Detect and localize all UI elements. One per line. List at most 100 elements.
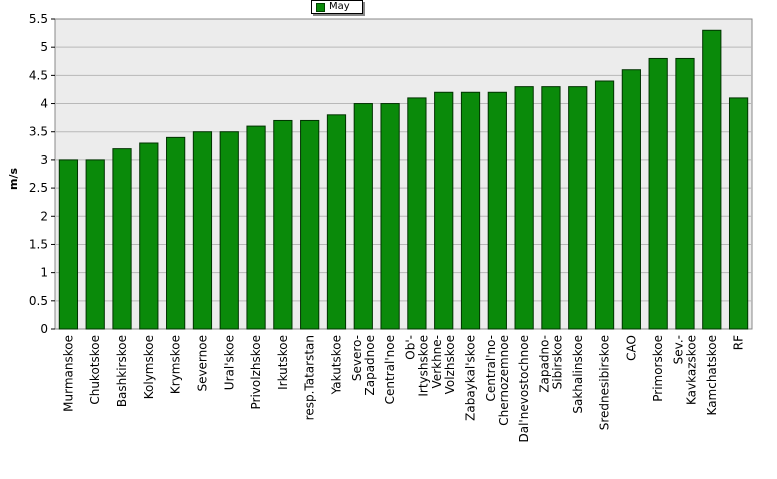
x-tick-label: Sev.-Kavkazskoe	[671, 335, 698, 405]
bar	[514, 86, 534, 330]
x-tick-label: Yakutskoe	[329, 335, 343, 395]
x-tick-label-line: Central'noe	[383, 335, 397, 404]
bar	[434, 91, 454, 330]
x-tick-label: resp.Tatarstan	[303, 335, 317, 420]
bar	[273, 119, 293, 330]
x-tick-label-line: Murmanskoe	[61, 335, 75, 412]
x-tick-label-line: Severo-	[350, 335, 364, 381]
bar	[353, 103, 373, 330]
x-tick-label: Central'no-Chernozemnoe	[484, 335, 511, 426]
y-tick-label: 1	[40, 266, 48, 280]
x-tick-label-line: Kavkazskoe	[684, 335, 698, 405]
x-tick-label-line: Irkutskoe	[276, 335, 290, 390]
x-tick-label: Verkhne-Volzhskoe	[430, 335, 457, 394]
x-tick-label-line: Bashkirskoe	[115, 335, 129, 407]
x-tick-label: Severo-Zapadnoe	[350, 335, 377, 396]
y-tick-label: 2	[40, 209, 48, 223]
bar	[166, 136, 186, 330]
x-tick-label-line: Ob'-	[403, 335, 417, 360]
x-tick-label-line: Chernozemnoe	[497, 335, 511, 426]
y-tick-label: 5	[40, 40, 48, 54]
bar	[487, 91, 507, 330]
x-tick-label: Srednesibirskoe	[598, 335, 612, 430]
x-tick-label-line: Kolymskoe	[142, 335, 156, 399]
x-tick-label-line: Srednesibirskoe	[598, 335, 612, 430]
x-tick-label: Dal'nevostochnoe	[517, 335, 531, 443]
bar	[728, 97, 749, 330]
x-tick-label-line: resp.Tatarstan	[303, 335, 317, 420]
x-tick-label-line: Sev.-	[671, 335, 685, 364]
bar	[460, 91, 481, 330]
bar	[594, 80, 615, 330]
bar	[621, 69, 641, 330]
x-tick-label-line: Verkhne-	[430, 335, 444, 388]
x-tick-label-line: Central'no-	[484, 335, 498, 402]
y-tick-label: 0	[40, 322, 48, 336]
bar	[648, 57, 668, 330]
bar	[219, 131, 239, 330]
bar	[568, 86, 588, 330]
x-tick-label: Sakhalinskoe	[571, 335, 585, 414]
y-tick-label: 5.5	[29, 12, 48, 26]
bar	[675, 57, 695, 330]
bar	[541, 86, 561, 330]
x-tick-label: Zapadno-Sibirskoe	[537, 335, 564, 393]
bar	[139, 142, 159, 330]
legend-swatch	[316, 2, 325, 12]
bar	[380, 103, 400, 330]
x-tick-label: Irkutskoe	[276, 335, 290, 390]
bar	[192, 131, 213, 330]
x-tick-label-line: Zapadno-	[537, 335, 551, 393]
y-tick-label: 4.5	[29, 68, 48, 82]
x-tick-label-line: Privolzhskoe	[249, 335, 263, 409]
x-tick-label-line: Dal'nevostochnoe	[517, 335, 531, 443]
bar	[246, 125, 266, 330]
x-tick-label: Murmanskoe	[61, 335, 75, 412]
x-tick-label: Privolzhskoe	[249, 335, 263, 409]
x-tick-label: Zabaykal'skoe	[464, 335, 478, 421]
x-tick-label: Central'noe	[383, 335, 397, 404]
legend-label: May	[329, 1, 350, 12]
x-tick-label-line: Sibirskoe	[550, 335, 564, 389]
bar	[300, 119, 320, 330]
bar	[85, 159, 105, 330]
y-tick-label: 1.5	[29, 237, 48, 251]
x-tick-label-line: Zapadnoe	[363, 335, 377, 396]
x-tick-label-line: Ural'skoe	[222, 335, 236, 390]
x-tick-label: Primorskoe	[651, 335, 665, 402]
x-tick-label-line: Yakutskoe	[329, 335, 343, 395]
x-axis-labels: Murmanskoe Chukotskoe Bashkirskoe Kolymskoe…	[61, 335, 745, 443]
plot-area	[54, 18, 753, 330]
x-tick-label: Krymskoe	[169, 335, 183, 394]
y-tick-label: 3.5	[29, 125, 48, 139]
bars	[58, 29, 749, 330]
x-tick-label: Ob'-Irtyshskoe	[403, 335, 430, 397]
y-tick-label: 3	[40, 153, 48, 167]
x-tick-label: Ural'skoe	[222, 335, 236, 390]
x-tick-label: CAO	[624, 335, 638, 361]
x-tick-label: Kolymskoe	[142, 335, 156, 399]
x-tick-label: Chukotskoe	[88, 335, 102, 405]
x-tick-label: Kamchatskoe	[705, 335, 719, 415]
bar	[326, 114, 347, 330]
bar	[112, 148, 132, 330]
x-tick-label-line: Zabaykal'skoe	[464, 335, 478, 421]
y-tick-label: 0.5	[29, 294, 48, 308]
x-tick-label-line: Volzhskoe	[443, 335, 457, 394]
y-axis-ticks: 0 0.5 1 1.5 2 2.5 3 3.5 4 4.5 5 5.5	[29, 12, 55, 336]
x-tick-label-line: Krymskoe	[169, 335, 183, 394]
x-tick-label-line: Irtyshskoe	[416, 335, 430, 397]
y-tick-label: 2.5	[29, 181, 48, 195]
x-tick-label: Severnoe	[195, 335, 209, 392]
x-tick-label: Bashkirskoe	[115, 335, 129, 407]
legend: May	[311, 0, 363, 14]
x-tick-label-line: Kamchatskoe	[705, 335, 719, 415]
y-tick-label: 4	[40, 97, 48, 111]
x-tick-label-line: Primorskoe	[651, 335, 665, 402]
x-tick-label-line: CAO	[624, 335, 638, 361]
x-tick-label-line: Sakhalinskoe	[571, 335, 585, 414]
bar	[58, 159, 79, 330]
bar	[407, 97, 427, 330]
y-axis-label: m/s	[7, 167, 20, 190]
